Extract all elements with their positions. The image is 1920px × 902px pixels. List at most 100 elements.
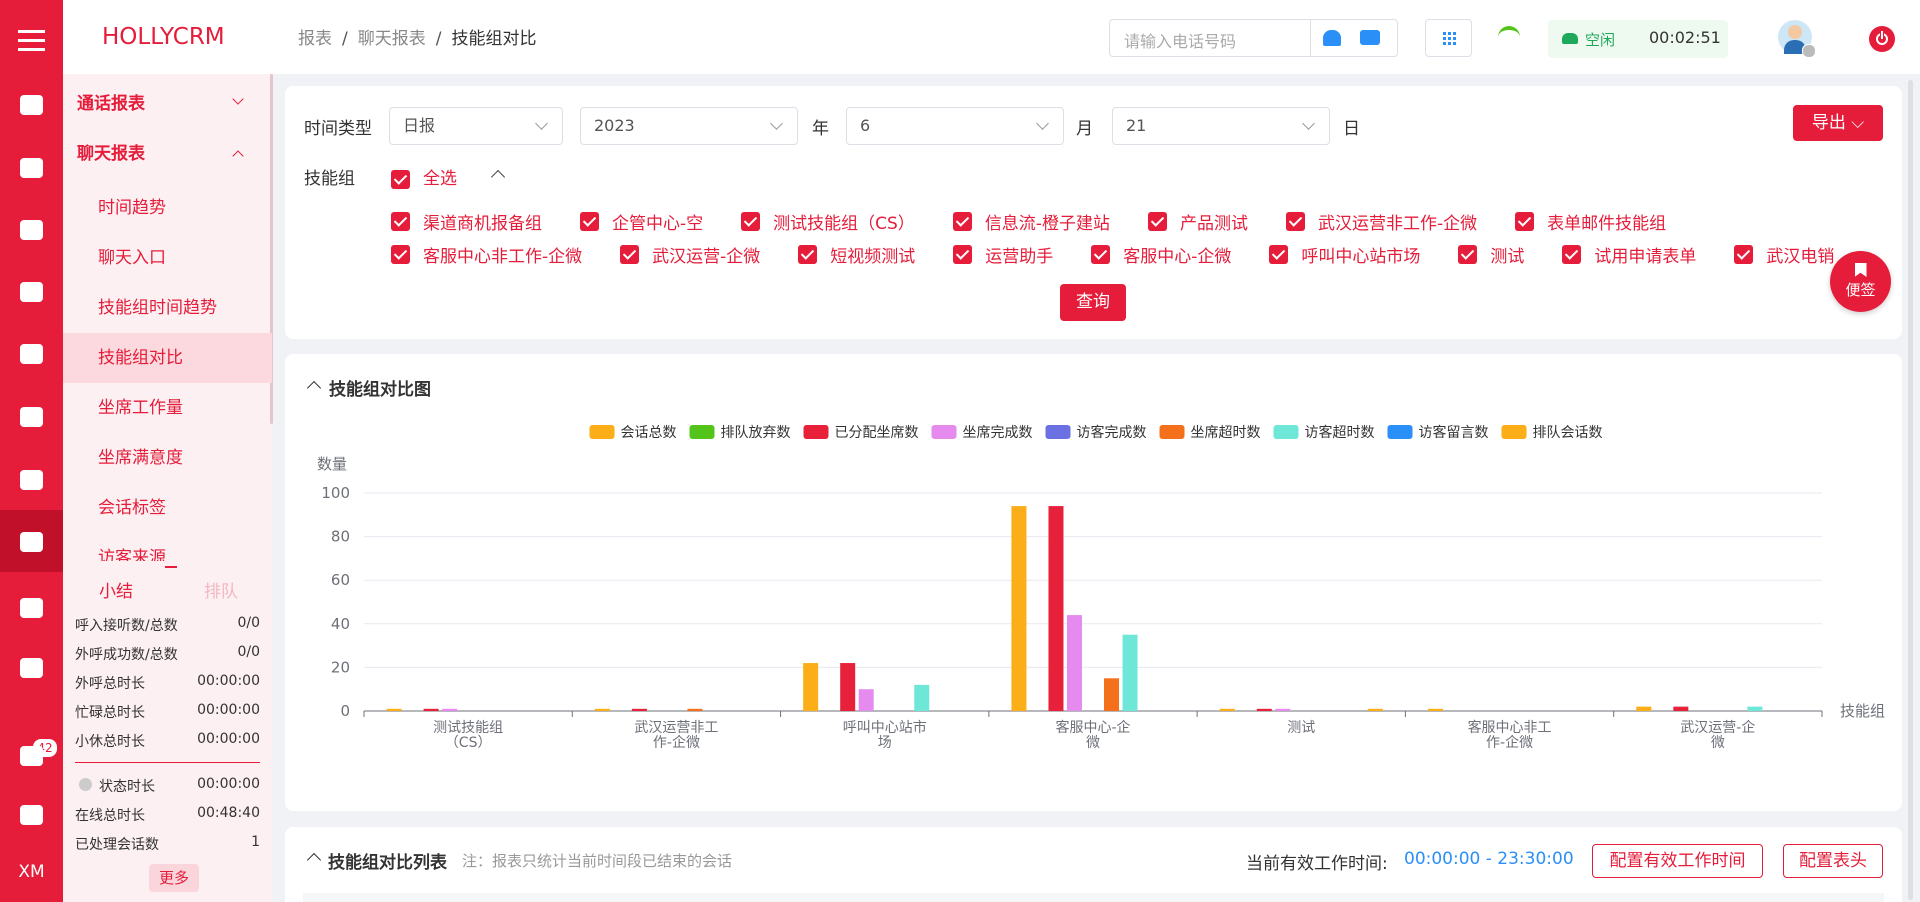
group-checkbox[interactable]: 武汉电销 — [1734, 242, 1834, 267]
group-checkbox[interactable]: 运营助手 — [953, 242, 1053, 267]
nav-icon[interactable] — [20, 598, 43, 618]
stat-label: 小休总时长 — [75, 734, 145, 750]
nav-icon[interactable] — [20, 95, 43, 115]
menu-toggle[interactable] — [18, 30, 45, 33]
status-box[interactable]: 空闲 00:02:51 — [1548, 20, 1728, 58]
more-button[interactable]: 更多 — [149, 864, 199, 892]
menu-item[interactable]: 时间趋势 — [98, 198, 166, 218]
top-bar: 报表 / 聊天报表 / 技能组对比 请输入电话号码 空闲 00:02:51 — [272, 0, 1920, 74]
checkbox — [391, 212, 410, 231]
stat-value: 0/0 — [237, 644, 260, 660]
legend-item[interactable]: 坐席超时数 — [1159, 425, 1261, 441]
legend-item[interactable]: 已分配坐席数 — [803, 425, 919, 441]
divider — [75, 762, 260, 763]
nav-icon[interactable] — [20, 282, 43, 302]
config-button[interactable]: 配置表头 — [1783, 844, 1883, 878]
legend-item[interactable]: 排队会话数 — [1501, 425, 1603, 441]
group-checkbox[interactable]: 武汉运营非工作-企微 — [1285, 209, 1478, 234]
apps-button[interactable] — [1425, 19, 1472, 57]
nav-rail: 42 XM — [0, 0, 63, 902]
x-tick-label: 呼叫中心站市场 — [842, 720, 927, 751]
group-checkbox[interactable]: 表单邮件技能组 — [1515, 209, 1666, 234]
nav-icon[interactable] — [20, 344, 43, 364]
menu-item[interactable]: 坐席满意度 — [98, 448, 183, 468]
legend-swatch — [803, 425, 829, 439]
nav-icon[interactable] — [20, 658, 43, 678]
group-checkbox[interactable]: 客服中心-企微 — [1091, 242, 1231, 267]
breadcrumb-item[interactable]: 报表 — [298, 29, 332, 49]
group-checkbox[interactable]: 呼叫中心站市场 — [1269, 242, 1420, 267]
menu-group[interactable]: 聊天报表 — [63, 129, 272, 179]
phone-input[interactable]: 请输入电话号码 — [1109, 19, 1398, 57]
checkbox — [1091, 245, 1111, 264]
chat-icon[interactable] — [1360, 30, 1380, 45]
menu-label: 聊天报表 — [77, 144, 145, 164]
power-button[interactable] — [1869, 26, 1895, 52]
stat-label: 呼入接听数/总数 — [75, 618, 178, 634]
legend-item[interactable]: 排队放弃数 — [689, 425, 791, 441]
group-checkbox[interactable]: 测试 — [1458, 242, 1524, 267]
menu-item[interactable]: 会话标签 — [98, 498, 166, 518]
config-button[interactable]: 配置有效工作时间 — [1592, 844, 1763, 878]
stat-row: 已处理会话数 1 — [75, 834, 272, 854]
group-checkbox[interactable]: 客服中心非工作-企微 — [391, 242, 582, 267]
legend-item[interactable]: 访客留言数 — [1387, 424, 1489, 441]
checkbox-label: 武汉运营非工作-企微 — [1317, 214, 1478, 234]
nav-icon[interactable] — [20, 158, 43, 178]
group-checkbox[interactable]: 测试技能组（CS） — [741, 209, 915, 234]
select[interactable]: 21 — [1112, 107, 1330, 145]
select-all[interactable]: 全选 — [391, 164, 457, 189]
query-button[interactable]: 查询 — [1060, 284, 1126, 321]
menu-item[interactable]: 聊天入口 — [98, 248, 166, 268]
stat-row: 忙碌总时长 00:00:00 — [75, 702, 272, 722]
export-button[interactable]: 导出 ⌵ — [1793, 105, 1883, 141]
group-checkbox[interactable]: 企管中心-空 — [580, 209, 703, 234]
legend-item[interactable]: 坐席完成数 — [931, 425, 1033, 441]
legend-swatch — [589, 425, 615, 439]
menu-item[interactable]: 技能组时间趋势 — [98, 298, 217, 318]
table-note: 注：报表只统计当前时间段已结束的会话 — [462, 852, 733, 870]
nav-icon[interactable] — [20, 407, 43, 427]
note-button[interactable]: 便签 — [1830, 251, 1891, 312]
collapse-icon[interactable] — [306, 852, 322, 868]
group-checkbox[interactable]: 短视频测试 — [798, 242, 915, 267]
nav-icon[interactable] — [20, 746, 43, 766]
drag-handle — [165, 566, 177, 568]
x-tick-label: 武汉运营非工作-企微 — [634, 720, 719, 751]
logo: HOLLYCRM — [102, 24, 225, 50]
select[interactable]: 6 — [846, 107, 1064, 145]
nav-icon[interactable] — [20, 220, 43, 240]
legend-item[interactable]: 访客完成数 — [1045, 424, 1147, 441]
legend-label: 访客完成数 — [1077, 424, 1147, 441]
menu-group[interactable]: 通话报表 — [63, 79, 272, 129]
dial-icon[interactable] — [1323, 30, 1341, 46]
bar — [594, 708, 610, 711]
checkbox-label: 表单邮件技能组 — [1547, 214, 1667, 234]
nav-icon[interactable] — [20, 805, 43, 825]
group-checkbox[interactable]: 信息流-橙子建站 — [952, 209, 1110, 234]
bar — [687, 708, 703, 711]
breadcrumb-item[interactable]: 聊天报表 — [357, 29, 426, 49]
select[interactable]: 2023 — [580, 107, 798, 145]
group-checkbox[interactable]: 试用申请表单 — [1562, 242, 1696, 267]
menu-item[interactable]: 技能组对比 — [63, 333, 272, 383]
select[interactable]: 日报 — [389, 107, 563, 145]
button-label: 导出 — [1811, 113, 1846, 133]
legend-item[interactable]: 会话总数 — [589, 425, 677, 441]
menu-item[interactable]: 坐席工作量 — [98, 398, 183, 418]
summary-tab[interactable]: 小结 — [99, 582, 133, 602]
legend-item[interactable]: 访客超时数 — [1273, 424, 1375, 441]
work-time-label: 当前有效工作时间: — [1246, 854, 1388, 874]
avatar[interactable] — [1778, 20, 1816, 58]
summary-tab[interactable]: 排队 — [204, 582, 238, 602]
group-checkbox[interactable]: 武汉运营-企微 — [620, 242, 760, 267]
menu-item[interactable]: 访客来源 — [98, 548, 166, 561]
checkbox-label: 全选 — [423, 169, 457, 189]
nav-icon[interactable] — [20, 532, 43, 552]
group-row: 客服中心非工作-企微 武汉运营-企微 短视频测试 运营助手 客服中心-企微 呼叫中心站市场… — [391, 242, 1902, 267]
stat-value: 0/0 — [237, 615, 260, 631]
nav-icon[interactable] — [20, 470, 43, 490]
group-checkbox[interactable]: 渠道商机报备组 — [391, 209, 542, 234]
nav-user[interactable]: XM — [18, 862, 45, 882]
group-checkbox[interactable]: 产品测试 — [1147, 209, 1248, 234]
